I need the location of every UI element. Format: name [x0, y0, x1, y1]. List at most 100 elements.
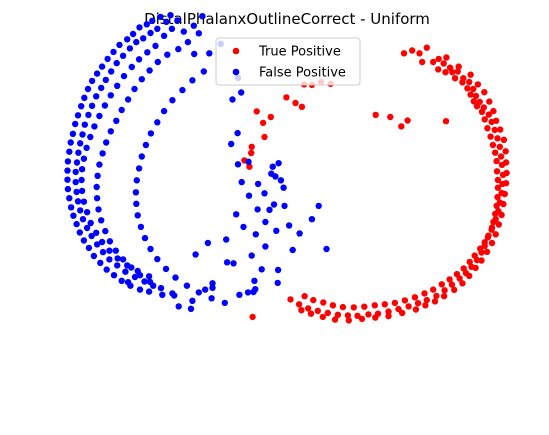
point-true-positive: [422, 302, 429, 309]
point-false-positive: [112, 247, 120, 254]
point-false-positive: [308, 216, 316, 223]
point-true-positive: [497, 126, 504, 133]
point-true-positive: [409, 47, 416, 54]
series-false-positive: [64, 12, 330, 312]
point-false-positive: [269, 163, 276, 170]
point-false-positive: [323, 245, 330, 253]
point-false-positive: [240, 223, 247, 231]
point-false-positive: [93, 195, 101, 202]
point-false-positive: [84, 85, 92, 93]
point-false-positive: [106, 247, 113, 254]
point-false-positive: [106, 256, 113, 263]
point-true-positive: [344, 312, 352, 319]
point-false-positive: [208, 295, 215, 302]
point-false-positive: [73, 159, 81, 166]
point-false-positive: [106, 238, 114, 245]
point-false-positive: [95, 206, 102, 213]
point-true-positive: [481, 116, 488, 123]
point-true-positive: [502, 148, 509, 155]
point-false-positive: [136, 286, 144, 293]
point-false-positive: [93, 229, 100, 236]
point-false-positive: [93, 183, 100, 191]
point-false-positive: [77, 207, 84, 214]
point-false-positive: [90, 252, 98, 260]
point-true-positive: [493, 168, 501, 175]
point-true-positive: [246, 163, 253, 170]
point-true-positive: [500, 200, 507, 208]
point-false-positive: [244, 289, 252, 296]
point-false-positive: [66, 195, 73, 202]
point-false-positive: [204, 239, 212, 247]
point-false-positive: [67, 204, 75, 211]
point-false-positive: [74, 198, 82, 205]
point-false-positive: [140, 35, 147, 42]
point-false-positive: [124, 279, 132, 286]
point-false-positive: [74, 112, 82, 119]
point-false-positive: [118, 106, 125, 114]
point-false-positive: [114, 262, 121, 269]
point-false-positive: [142, 141, 150, 149]
point-true-positive: [470, 98, 477, 105]
point-true-positive: [430, 58, 437, 66]
point-false-positive: [275, 160, 282, 167]
point-false-positive: [254, 206, 261, 213]
point-true-positive: [460, 265, 467, 272]
point-true-positive: [329, 302, 337, 309]
point-false-positive: [124, 36, 131, 43]
point-false-positive: [72, 120, 79, 128]
point-true-positive: [490, 107, 497, 115]
point-false-positive: [103, 266, 110, 273]
point-false-positive: [164, 51, 171, 58]
point-true-positive: [253, 108, 260, 115]
point-true-positive: [492, 231, 499, 238]
point-false-positive: [234, 129, 241, 137]
point-false-positive: [200, 68, 207, 75]
point-false-positive: [258, 266, 265, 273]
point-false-positive: [195, 30, 202, 37]
point-false-positive: [103, 139, 110, 146]
point-false-positive: [252, 231, 259, 238]
point-false-positive: [80, 198, 88, 205]
point-false-positive: [98, 238, 106, 246]
point-false-positive: [154, 58, 161, 66]
point-false-positive: [114, 255, 121, 262]
point-false-positive: [152, 42, 159, 50]
point-false-positive: [93, 93, 100, 100]
point-true-positive: [442, 118, 450, 125]
point-false-positive: [73, 220, 80, 228]
point-false-positive: [133, 38, 140, 46]
point-true-positive: [483, 248, 491, 255]
point-false-positive: [230, 260, 237, 267]
point-false-positive: [229, 96, 236, 103]
point-true-positive: [419, 58, 426, 66]
point-true-positive: [492, 117, 500, 125]
point-true-positive: [248, 149, 255, 157]
point-false-positive: [234, 161, 242, 168]
point-false-positive: [135, 165, 143, 172]
point-false-positive: [108, 68, 115, 75]
point-false-positive: [97, 259, 104, 267]
point-false-positive: [262, 218, 269, 226]
point-false-positive: [110, 272, 118, 279]
point-false-positive: [129, 30, 137, 38]
point-true-positive: [248, 143, 255, 150]
point-true-positive: [372, 314, 379, 321]
point-false-positive: [69, 130, 77, 137]
point-true-positive: [249, 313, 256, 321]
point-false-positive: [94, 172, 101, 179]
point-true-positive: [361, 303, 368, 310]
point-false-positive: [119, 256, 127, 263]
point-false-positive: [93, 70, 101, 77]
point-false-positive: [136, 272, 144, 279]
point-true-positive: [498, 211, 505, 219]
point-false-positive: [270, 201, 278, 208]
point-true-positive: [470, 85, 477, 93]
point-true-positive: [404, 117, 411, 124]
point-true-positive: [435, 55, 442, 63]
point-true-positive: [365, 311, 372, 318]
point-true-positive: [467, 91, 474, 98]
point-true-positive: [259, 119, 267, 127]
point-false-positive: [168, 25, 176, 32]
point-true-positive: [405, 303, 412, 310]
point-true-positive: [467, 71, 474, 78]
